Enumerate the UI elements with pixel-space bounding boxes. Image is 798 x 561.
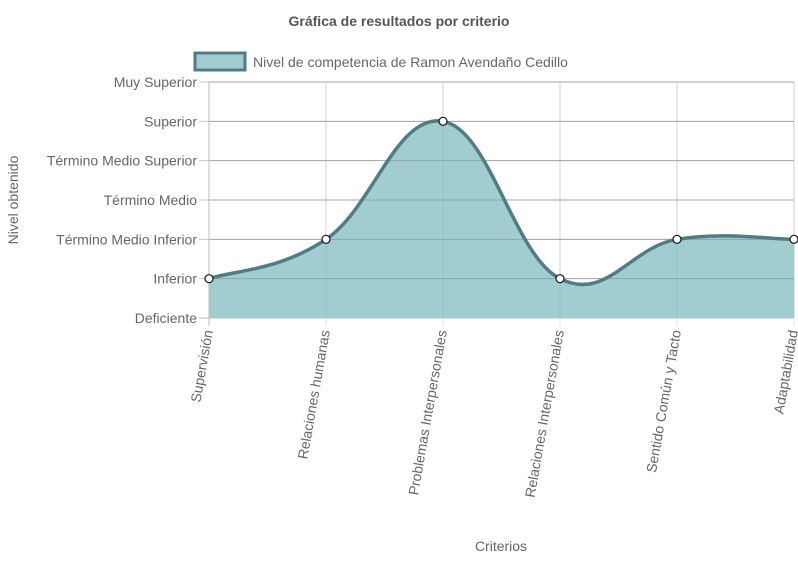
y-tick-label: Término Medio Inferior [56, 231, 197, 247]
y-tick-label: Deficiente [135, 310, 197, 326]
x-tick-label: Adaptabilidad [770, 329, 798, 415]
y-tick-label: Término Medio [104, 192, 198, 208]
y-tick-label: Superior [144, 113, 197, 129]
y-tick-label: Término Medio Superior [47, 153, 198, 169]
x-axis-label: Criterios [475, 538, 527, 554]
data-point[interactable] [789, 234, 798, 244]
data-point[interactable] [321, 234, 331, 244]
chart-title: Gráfica de resultados por criterio [289, 13, 510, 29]
data-point[interactable] [204, 274, 214, 284]
y-tick-label: Muy Superior [114, 74, 198, 90]
x-tick-label: Problemas Interpersonales [405, 329, 450, 497]
series-area [208, 81, 795, 318]
data-points [204, 116, 798, 284]
legend[interactable]: Nivel de competencia de Ramon Avendaño C… [193, 51, 568, 72]
legend-label: Nivel de competencia de Ramon Avendaño C… [253, 54, 568, 70]
x-tick-label: Sentido Común y Tacto [643, 329, 684, 474]
data-point[interactable] [438, 116, 448, 126]
x-axis-ticks: Supervisión Relaciones humanas Problemas I… [187, 329, 798, 499]
y-axis-label: Nivel obtenido [5, 155, 21, 244]
data-point[interactable] [555, 274, 565, 284]
x-tick-label: Supervisión [187, 329, 215, 404]
y-tick-label: Inferior [153, 271, 197, 287]
x-tick-label: Relaciones Interpersonales [522, 329, 567, 499]
y-axis-ticks: Deficiente Inferior Término Medio Inferior… [47, 74, 198, 326]
legend-swatch [193, 51, 247, 72]
area-fill [209, 120, 794, 318]
data-point[interactable] [672, 234, 682, 244]
x-tick-label: Relaciones humanas [294, 329, 332, 461]
